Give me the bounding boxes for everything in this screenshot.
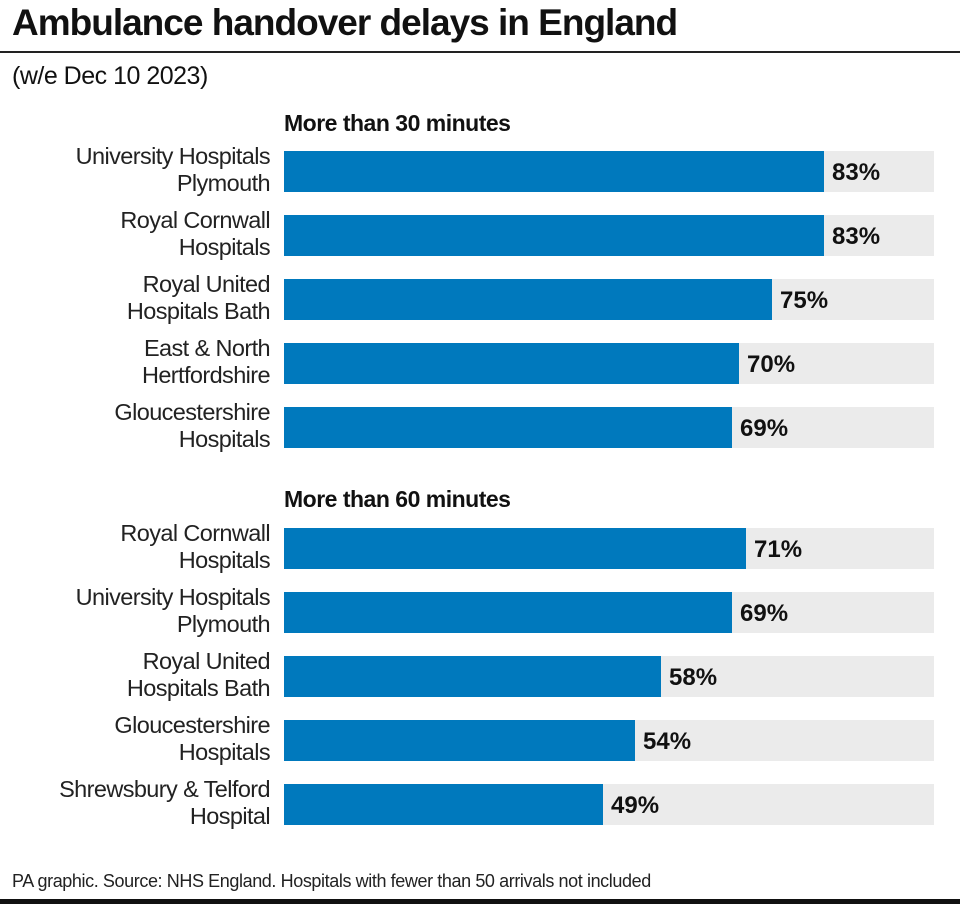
category-label-line: Royal United	[142, 648, 271, 674]
bar-track: 54%	[284, 720, 934, 761]
category-label: Shrewsbury & Telford Hospital	[59, 776, 271, 830]
category-label: University Hospitals Plymouth	[75, 584, 271, 638]
bar	[284, 528, 746, 569]
data-label: 54%	[643, 728, 692, 755]
source-footnote: PA graphic. Source: NHS England. Hospita…	[12, 871, 651, 891]
category-label-line: East & North	[143, 335, 271, 361]
bar	[284, 151, 824, 192]
bar-row: Royal Cornwall Hospitals 71%	[0, 520, 960, 573]
bar-row: Shrewsbury & Telford Hospital 49%	[0, 776, 960, 829]
category-label: Royal United Hospitals Bath	[126, 271, 271, 325]
category-label: University Hospitals Plymouth	[75, 143, 271, 197]
group-title-60-min: More than 60 minutes	[284, 486, 511, 512]
category-label-line: Hospitals	[178, 426, 271, 452]
data-label: 75%	[780, 287, 829, 314]
category-label-line: Shrewsbury & Telford	[59, 776, 271, 802]
category-label-line: Royal Cornwall	[120, 520, 270, 546]
bar-row: University Hospitals Plymouth 69%	[0, 584, 960, 637]
category-label-line: Royal Cornwall	[120, 207, 270, 233]
category-label: Royal United Hospitals Bath	[126, 648, 271, 702]
category-label-line: Royal United	[142, 271, 271, 297]
bar	[284, 592, 732, 633]
category-label: Gloucestershire Hospitals	[114, 399, 270, 453]
chart-subtitle: (w/e Dec 10 2023)	[12, 62, 208, 90]
bar	[284, 279, 772, 320]
bar	[284, 784, 603, 825]
category-label: East & North Hertfordshire	[141, 335, 271, 389]
category-label-line: Gloucestershire	[114, 399, 270, 425]
bar	[284, 656, 661, 697]
data-label: 49%	[611, 792, 660, 819]
bar-track: 83%	[284, 151, 934, 192]
bar-row: University Hospitals Plymouth 83%	[0, 143, 960, 196]
data-label: 58%	[669, 664, 718, 691]
category-label: Gloucestershire Hospitals	[114, 712, 270, 766]
category-label: Royal Cornwall Hospitals	[120, 520, 270, 574]
bar-track: 69%	[284, 592, 934, 633]
bar-track: 70%	[284, 343, 934, 384]
category-label-line: Plymouth	[176, 170, 271, 196]
category-label-line: Hertfordshire	[141, 362, 271, 388]
category-label-line: Hospitals	[178, 739, 271, 765]
bar-track: 75%	[284, 279, 934, 320]
data-label: 69%	[740, 415, 789, 442]
bar	[284, 407, 732, 448]
chart-title: Ambulance handover delays in England	[12, 2, 678, 43]
data-label: 69%	[740, 600, 789, 627]
category-label-line: Plymouth	[176, 611, 271, 637]
bar-track: 71%	[284, 528, 934, 569]
bar-row: Royal United Hospitals Bath 75%	[0, 271, 960, 324]
category-label: Royal Cornwall Hospitals	[120, 207, 270, 261]
category-label-line: Hospitals	[178, 547, 271, 573]
bar-row: Royal United Hospitals Bath 58%	[0, 648, 960, 701]
bar-track: 69%	[284, 407, 934, 448]
bar	[284, 215, 824, 256]
category-label-line: Hospital	[189, 803, 271, 829]
data-label: 70%	[747, 351, 796, 378]
title-divider	[0, 51, 960, 53]
bar-row: East & North Hertfordshire 70%	[0, 335, 960, 388]
bar-row: Gloucestershire Hospitals 69%	[0, 399, 960, 452]
bar	[284, 343, 739, 384]
category-label-line: Gloucestershire	[114, 712, 270, 738]
data-label: 83%	[832, 223, 881, 250]
data-label: 83%	[832, 159, 881, 186]
category-label-line: Hospitals Bath	[126, 298, 271, 324]
bar	[284, 720, 635, 761]
bar-track: 83%	[284, 215, 934, 256]
bar-row: Royal Cornwall Hospitals 83%	[0, 207, 960, 260]
data-label: 71%	[754, 536, 803, 563]
bar-row: Gloucestershire Hospitals 54%	[0, 712, 960, 765]
bar-track: 49%	[284, 784, 934, 825]
category-label-line: Hospitals	[178, 234, 271, 260]
bottom-rule	[0, 899, 960, 904]
group-title-30-min: More than 30 minutes	[284, 110, 511, 136]
category-label-line: University Hospitals	[75, 584, 271, 610]
category-label-line: Hospitals Bath	[126, 675, 271, 701]
category-label-line: University Hospitals	[75, 143, 271, 169]
bar-track: 58%	[284, 656, 934, 697]
